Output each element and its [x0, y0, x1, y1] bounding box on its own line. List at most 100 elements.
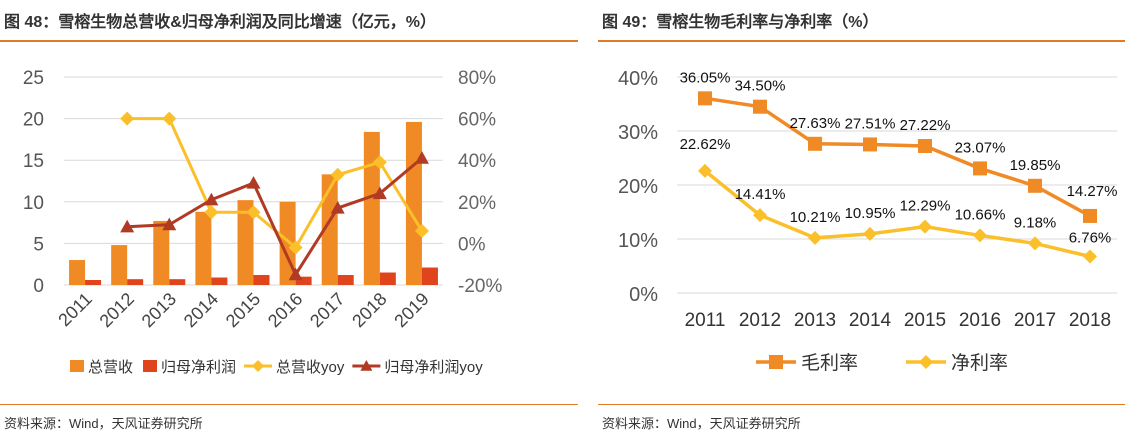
data-point [863, 226, 877, 241]
data-point [918, 219, 932, 234]
y-right-tick-label: 0% [458, 234, 486, 255]
legend-label-0: 毛利率 [801, 352, 858, 374]
y-tick-label: 0% [629, 284, 658, 306]
data-label: 36.05% [680, 69, 731, 86]
legend-swatch [70, 360, 84, 372]
y-right-tick-label: 40% [458, 151, 496, 172]
net-profit-yoy-point [288, 267, 303, 281]
x-tick-label: 2016 [264, 289, 306, 331]
net-profit-yoy-point [246, 176, 261, 189]
y-right-tick-label: 20% [458, 193, 496, 214]
data-point [1083, 208, 1097, 223]
net-profit-yoy-point [162, 217, 177, 231]
data-point [863, 137, 877, 152]
data-point [1028, 236, 1042, 251]
data-point [698, 163, 712, 178]
legend-label-0: 总营收 [88, 359, 133, 376]
bar-net-profit [337, 275, 354, 285]
series-line-0 [704, 96, 1091, 218]
data-label: 10.21% [790, 209, 841, 226]
x-tick-label: 2011 [685, 310, 726, 331]
net-profit-yoy-point [414, 151, 429, 164]
y-right-tick-label: 80% [458, 68, 496, 89]
data-label: 12.29% [900, 198, 951, 215]
chart-48: 0 5 10 15 20 25 -20% 0% 20% 40% 60% 80% 2011 2012 2013… [23, 68, 503, 376]
bar-net-profit [211, 277, 228, 285]
bar-revenue [363, 131, 380, 285]
bar-revenue [153, 220, 170, 285]
net-profit-yoy-line [127, 156, 423, 278]
data-point [1028, 178, 1042, 193]
figure-48-source: 资料来源：Wind，天风证券研究所 [4, 416, 203, 431]
revenue-yoy-point [414, 223, 429, 238]
bar-revenue [321, 174, 338, 285]
x-tick-label: 2012 [96, 289, 138, 331]
bar-revenue [69, 260, 86, 285]
data-label: 14.41% [735, 186, 786, 203]
chart-49: 0% 10% 20% 30% 40% 2011 2012 2013 2014 2015 2016 20… [618, 68, 1118, 374]
figure-49-source: 资料来源：Wind，天风证券研究所 [602, 416, 801, 431]
x-tick-label: 2015 [904, 310, 946, 331]
legend-swatch [143, 360, 158, 372]
legend-marker [919, 355, 933, 369]
x-tick-label: 2019 [390, 289, 432, 331]
y-tick-label: 40% [618, 68, 658, 90]
data-label: 10.66% [955, 206, 1006, 223]
series-line-1 [703, 169, 1091, 259]
bar-net-profit [253, 275, 270, 285]
data-label: 14.27% [1067, 183, 1118, 200]
data-label: 6.76% [1069, 229, 1112, 246]
data-point [808, 136, 822, 151]
bar-net-profit [85, 280, 102, 285]
revenue-yoy-point [246, 205, 261, 220]
data-label: 22.62% [680, 136, 731, 153]
title-divider [0, 40, 578, 42]
data-point [753, 208, 767, 223]
x-tick-label: 2018 [348, 289, 390, 331]
x-tick-label: 2016 [959, 310, 1001, 331]
figure-49: 图 49：雪榕生物毛利率与净利率（%） 0% 10% 20% 30% 40% 2011 20… [598, 0, 1125, 435]
bar-net-profit [295, 276, 312, 285]
revenue-yoy-point [204, 205, 219, 220]
y-left-tick-label: 0 [33, 276, 44, 297]
bar-net-profit [379, 272, 396, 285]
legend-marker [769, 355, 783, 369]
x-tick-label: 2014 [849, 310, 892, 331]
figure-49-title: 图 49：雪榕生物毛利率与净利率（%） [602, 14, 879, 31]
bar-revenue [237, 200, 254, 285]
footer-divider [598, 404, 1125, 405]
revenue-yoy-point [162, 111, 177, 126]
data-label: 27.22% [900, 117, 951, 134]
x-tick-label: 2015 [222, 289, 264, 331]
y-left-tick-label: 5 [33, 234, 44, 255]
data-point [1083, 249, 1097, 264]
x-tick-label: 2011 [54, 289, 96, 331]
footer-divider [0, 404, 578, 405]
legend-label-1: 净利率 [951, 352, 1008, 374]
x-tick-label: 2013 [138, 289, 180, 331]
title-divider [598, 40, 1125, 42]
figure-48-title: 图 48：雪榕生物总营收&归母净利润及同比增速（亿元，%） [4, 14, 437, 31]
x-tick-label: 2012 [739, 310, 781, 331]
revenue-yoy-point [372, 155, 387, 170]
legend-marker [360, 360, 373, 371]
x-tick-label: 2013 [794, 310, 836, 331]
y-left-tick-label: 25 [23, 68, 44, 89]
y-right-tick-label: -20% [458, 276, 502, 297]
data-label: 9.18% [1014, 214, 1057, 231]
net-profit-yoy-point [120, 219, 135, 233]
net-profit-yoy-point [330, 201, 345, 214]
y-tick-label: 20% [618, 176, 658, 198]
bar-net-profit [421, 267, 438, 285]
bar-revenue [195, 211, 212, 285]
legend-marker [252, 360, 265, 372]
legend-label-2: 总营收yoy [276, 359, 345, 376]
y-left-tick-label: 10 [23, 193, 44, 214]
bar-revenue [111, 245, 128, 285]
data-label: 19.85% [1010, 157, 1061, 174]
bar-net-profit [127, 279, 144, 285]
data-point [973, 228, 987, 243]
revenue-yoy-point [330, 167, 345, 182]
legend-label-3: 归母净利润yoy [384, 359, 483, 376]
